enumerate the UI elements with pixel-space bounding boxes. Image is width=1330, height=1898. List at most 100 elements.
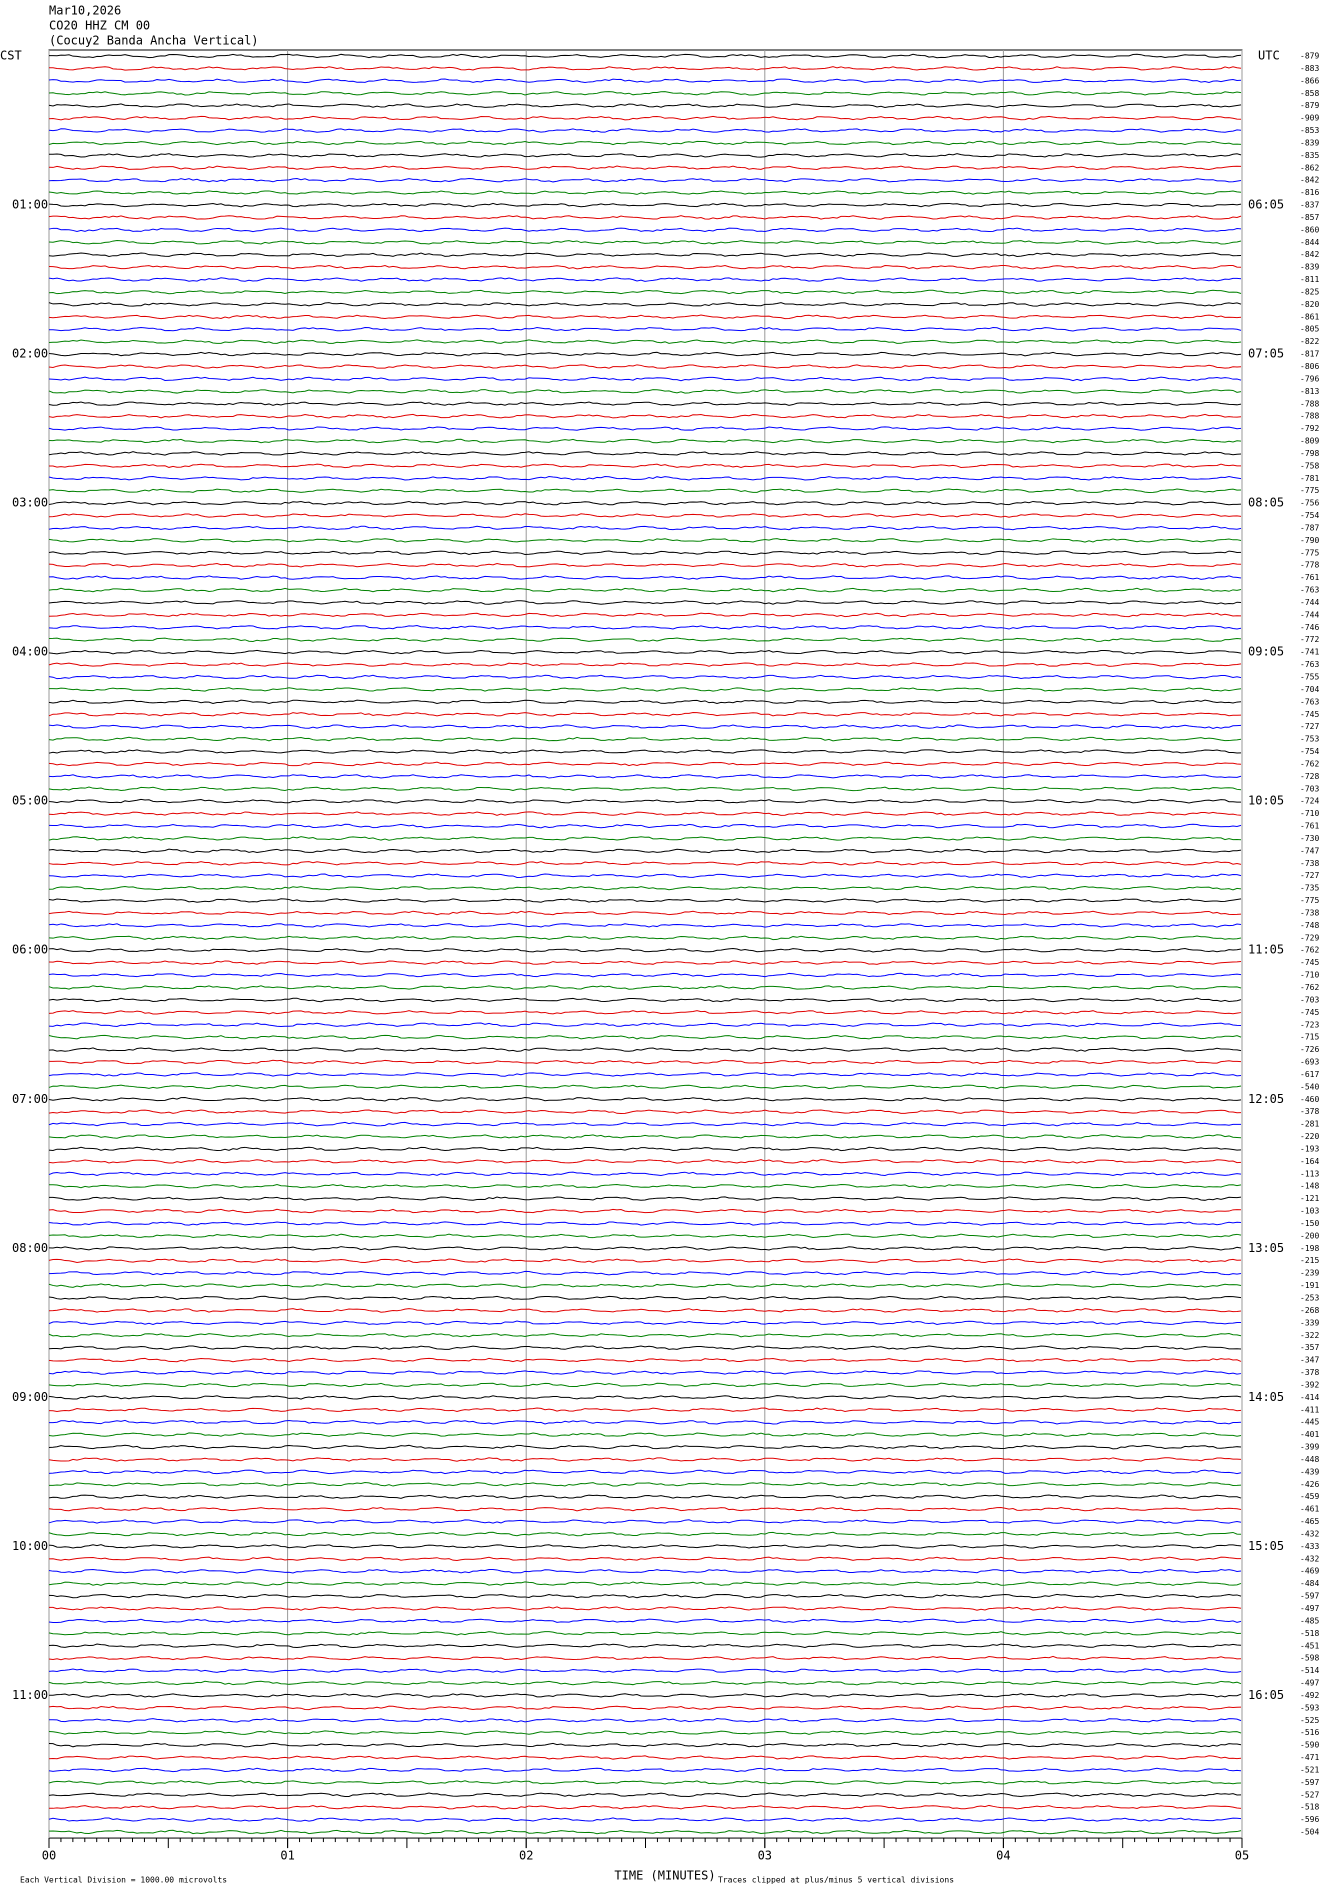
trace-offset: -378 [1300,1368,1319,1377]
x-tick-label: 05 [1235,1849,1249,1863]
station: CO20 HHZ CM 00 [49,19,150,33]
trace [48,1345,1242,1350]
trace-offset: -715 [1300,1033,1319,1042]
cst-label: 11:00 [12,1688,48,1702]
date: Mar10,2026 [49,4,121,18]
trace-offset: -121 [1300,1194,1319,1203]
trace [48,1755,1242,1760]
trace-offset: -730 [1300,834,1319,843]
trace [48,1221,1242,1226]
trace [48,128,1242,133]
trace [48,1482,1242,1487]
trace [48,115,1242,121]
trace-offset: -883 [1300,64,1319,73]
utc-label: 16:05 [1248,1688,1284,1702]
trace-offset: -787 [1300,523,1319,532]
trace-offset: -842 [1300,176,1319,185]
trace-offset: -763 [1300,697,1319,706]
trace [48,1332,1242,1338]
trace [48,1419,1242,1425]
utc-label: 14:05 [1248,1390,1284,1404]
trace [48,885,1242,891]
trace [48,1208,1242,1214]
trace [48,1022,1242,1028]
trace-offset: -788 [1300,412,1319,421]
trace [48,1196,1242,1201]
trace [48,153,1242,158]
trace [48,1457,1242,1462]
trace [48,947,1242,953]
trace [48,761,1242,767]
trace [48,1519,1242,1524]
trace-offset: -790 [1300,536,1319,545]
x-tick-label: 00 [42,1849,56,1863]
trace-offset: -704 [1300,685,1319,694]
trace-offset: -788 [1300,399,1319,408]
cst-label: 06:00 [12,943,48,957]
trace-offset: -103 [1300,1207,1319,1216]
trace [48,1357,1242,1363]
trace [48,1109,1242,1114]
trace [48,774,1242,779]
trace-offset: -253 [1300,1294,1319,1303]
trace-offset: -744 [1300,598,1319,607]
trace [48,637,1242,642]
x-axis-title: TIME (MINUTES) [614,1869,715,1883]
trace-offset: -521 [1300,1765,1319,1774]
trace [48,252,1242,258]
trace-offset: -858 [1300,89,1319,98]
trace [48,562,1242,568]
trace-offset: -339 [1300,1318,1319,1327]
trace-offset: -775 [1300,896,1319,905]
utc-label: 06:05 [1248,198,1284,212]
trace-offset: -809 [1300,437,1319,446]
trace [48,91,1242,96]
trace [48,1730,1242,1735]
trace-offset: -239 [1300,1269,1319,1278]
trace [48,1308,1242,1313]
trace-offset: -198 [1300,1244,1319,1253]
trace-offset: -411 [1300,1405,1319,1414]
trace-offset: -837 [1300,201,1319,210]
trace-offset: -193 [1300,1144,1319,1153]
trace-offset: -778 [1300,561,1319,570]
trace [48,475,1242,481]
left-axis-title: CST [0,49,22,63]
trace [48,190,1242,195]
trace [48,451,1242,456]
trace [49,326,1242,332]
trace-offset: -805 [1300,325,1319,334]
trace [48,165,1242,171]
trace [48,923,1242,928]
trace [48,985,1242,990]
trace [48,1146,1242,1152]
trace [48,811,1242,816]
trace-offset: -844 [1300,238,1319,247]
trace [48,798,1242,804]
trace [48,898,1242,903]
trace [48,1444,1242,1450]
trace-offset: -756 [1300,499,1319,508]
clip-note: Traces clipped at plus/minus 5 vertical … [718,1876,954,1885]
trace [48,848,1242,854]
x-tick-label: 04 [996,1849,1010,1863]
trace-offset: -746 [1300,623,1319,632]
trace [48,413,1242,419]
trace-offset: -597 [1300,1592,1319,1601]
cst-label: 03:00 [12,496,48,510]
trace [48,1643,1242,1649]
trace-offset: -191 [1300,1281,1319,1290]
trace-offset: -813 [1300,387,1319,396]
trace-offset: -200 [1300,1231,1319,1240]
trace-offset: -726 [1300,1045,1319,1054]
trace-offset: -724 [1300,797,1319,806]
trace-offset: -758 [1300,461,1319,470]
utc-label: 15:05 [1248,1539,1284,1553]
trace [48,662,1242,667]
trace [48,202,1242,208]
trace-offset: -816 [1300,188,1319,197]
trace-offset: -451 [1300,1641,1319,1650]
trace [48,711,1242,717]
trace [48,1631,1242,1636]
